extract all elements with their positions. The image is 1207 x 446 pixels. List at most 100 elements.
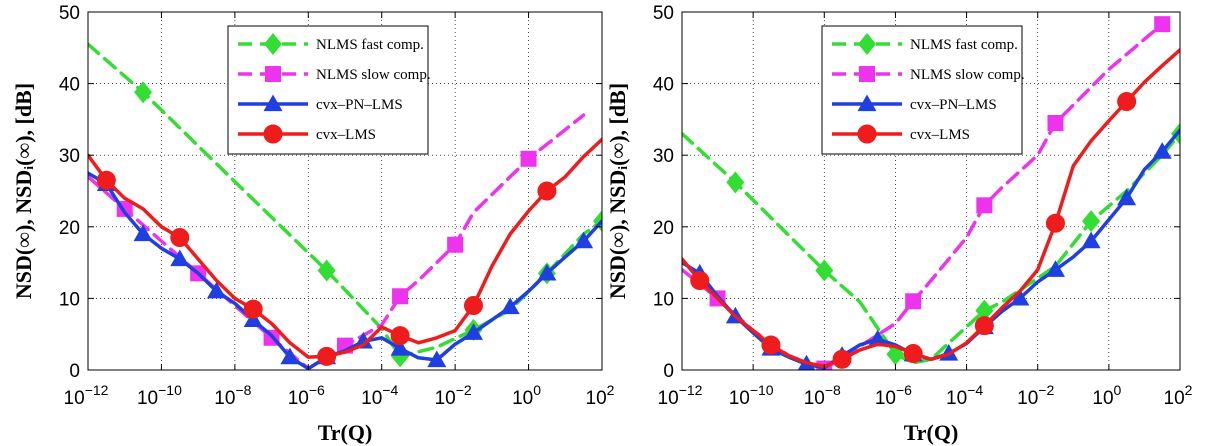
legend: NLMS fast comp. NLMS slow comp. cvx–PN–LMS… <box>227 25 431 155</box>
axes: 10−12 10−10 10−8 10−6 10−4 10−2 100 10201020304… <box>653 3 1193 409</box>
y-tick-label: 0 <box>69 361 80 382</box>
legend-marker <box>263 94 283 112</box>
data-point <box>537 181 557 201</box>
x-tick-label: 100 <box>1092 382 1121 409</box>
y-axis-title: NSD(∞), NSDᵢ(∞), [dB] <box>605 83 630 299</box>
y-tick-label: 20 <box>59 218 80 239</box>
chart-panel-left: 10−12 10−10 10−8 10−6 10−4 10−2 100 10201020304… <box>11 3 615 445</box>
data-point <box>903 344 923 364</box>
series-group <box>682 16 1180 370</box>
data-point <box>975 299 994 322</box>
legend-label: NLMS slow comp. <box>316 67 431 83</box>
x-tick-label: 10−10 <box>729 382 774 409</box>
data-point <box>463 323 483 340</box>
y-tick-label: 50 <box>653 3 674 24</box>
data-point <box>243 310 263 328</box>
data-point <box>1047 114 1064 131</box>
data-point <box>134 81 153 104</box>
data-point <box>726 171 745 194</box>
x-tick-label: 10−10 <box>137 382 182 409</box>
data-point <box>1010 288 1030 306</box>
x-tick-label: 10−8 <box>804 382 841 409</box>
x-tick-label: 10−6 <box>288 382 325 409</box>
legend-label: NLMS fast comp. <box>910 37 1018 53</box>
series-group <box>88 42 602 370</box>
legend-label: NLMS slow comp. <box>910 67 1025 83</box>
data-point <box>170 249 190 267</box>
data-point <box>905 293 922 310</box>
x-tick-label: 102 <box>1164 382 1193 409</box>
data-point <box>976 197 993 214</box>
legend-label: NLMS fast comp. <box>316 37 424 53</box>
data-point <box>427 350 447 368</box>
data-point <box>1081 231 1101 249</box>
data-point <box>280 347 300 365</box>
x-tick-label: 10−8 <box>214 382 251 409</box>
legend-label: cvx–PN–LMS <box>910 97 997 113</box>
x-axis-title: Tr(Q) <box>904 420 959 445</box>
x-tick-label: 10−2 <box>1017 382 1054 409</box>
data-point <box>392 288 409 305</box>
data-point <box>170 228 190 248</box>
plot-frame <box>681 11 1181 371</box>
legend-label: cvx–PN–LMS <box>316 97 403 113</box>
data-point <box>974 316 994 336</box>
legend-marker <box>263 124 283 144</box>
data-point <box>500 297 520 315</box>
series-line-0 <box>682 131 1180 365</box>
y-tick-label: 40 <box>653 75 674 96</box>
data-point <box>133 224 153 242</box>
y-tick-label: 30 <box>59 146 80 167</box>
data-point <box>537 263 557 281</box>
x-tick-label: 10−6 <box>875 382 912 409</box>
data-point <box>243 299 263 319</box>
data-point <box>447 236 464 253</box>
axes: 10−12 10−10 10−8 10−6 10−4 10−2 100 10201020304… <box>59 3 615 409</box>
x-tick-label: 100 <box>512 382 541 409</box>
data-point <box>206 281 226 299</box>
plot-frame <box>87 11 603 371</box>
data-point <box>520 150 537 167</box>
data-point <box>868 329 888 347</box>
y-tick-label: 40 <box>59 75 80 96</box>
x-axis-title: Tr(Q) <box>318 420 373 445</box>
data-point <box>353 331 373 349</box>
data-point <box>1154 16 1171 33</box>
data-point <box>317 346 337 366</box>
legend: NLMS fast comp. NLMS slow comp. cvx–PN–LMS… <box>821 25 1025 155</box>
legend-label: cvx–LMS <box>910 127 970 143</box>
data-point <box>1045 213 1065 233</box>
data-point <box>317 259 336 282</box>
data-point <box>832 349 852 369</box>
x-tick-label: 10−4 <box>361 382 398 409</box>
data-point <box>574 231 594 249</box>
x-tick-label: 10−12 <box>658 382 703 409</box>
y-tick-label: 30 <box>653 146 674 167</box>
data-point <box>463 296 483 316</box>
data-point <box>390 326 410 346</box>
legend-marker <box>265 66 281 82</box>
legend-marker <box>264 33 282 55</box>
data-point <box>1082 210 1101 233</box>
legend-label: cvx–LMS <box>316 127 376 143</box>
data-point <box>761 335 781 355</box>
legend-marker <box>857 124 877 144</box>
x-tick-label: 10−2 <box>435 382 472 409</box>
legend-marker <box>858 33 876 55</box>
series-line-3 <box>88 137 602 359</box>
data-point <box>96 170 116 190</box>
y-tick-label: 20 <box>653 218 674 239</box>
x-tick-label: 10−12 <box>64 382 109 409</box>
data-point <box>690 271 710 290</box>
y-tick-label: 0 <box>663 361 674 382</box>
y-tick-label: 50 <box>59 3 80 24</box>
x-tick-label: 10−4 <box>946 382 983 409</box>
legend-marker <box>857 94 877 112</box>
data-point <box>1152 142 1172 159</box>
data-point <box>1117 188 1137 206</box>
data-point <box>815 259 834 282</box>
legend-marker <box>859 66 875 82</box>
y-tick-label: 10 <box>59 289 80 310</box>
data-point <box>1117 92 1137 111</box>
